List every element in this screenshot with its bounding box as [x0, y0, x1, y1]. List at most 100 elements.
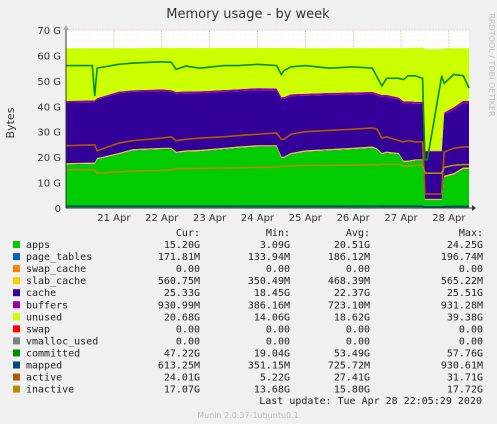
legend-name: mapped: [26, 361, 62, 372]
legend-name: slab_cache: [26, 276, 86, 287]
x-tick-label: 22 Apr: [145, 213, 179, 224]
legend-value-cur: 930.99M: [158, 300, 200, 311]
legend-swatch: [13, 289, 20, 297]
legend-header: Avg:: [346, 228, 370, 239]
y-tick-label: 30 G: [37, 128, 61, 139]
legend-swatch: [13, 265, 20, 273]
legend-row: apps 15.20G 3.09G 20.51G 24.25G: [13, 240, 483, 251]
stacked-areas: [66, 47, 469, 208]
legend-value-min: 3.09G: [260, 240, 290, 251]
line-inactive: [66, 163, 469, 174]
legend-header: Max:: [459, 228, 483, 239]
legend-name: buffers: [26, 300, 68, 311]
legend-row: mapped 613.25M 351.15M 725.72M 930.61M: [13, 361, 483, 372]
legend-header: Cur:: [176, 228, 200, 239]
legend-value-avg: 725.72M: [328, 361, 370, 372]
x-tick-label: 21 Apr: [97, 213, 131, 224]
legend-value-avg: 15.80G: [334, 385, 370, 396]
legend-value-cur: 17.07G: [164, 385, 200, 396]
legend-value-max: 0.00: [459, 336, 483, 347]
legend-value-max: 17.72G: [447, 385, 483, 396]
legend-value-max: 0.00: [459, 264, 483, 275]
x-axis-arrow: [472, 205, 476, 211]
legend-value-avg: 0.00: [346, 264, 370, 275]
legend-name: swap: [26, 324, 50, 335]
y-tick-label: 60 G: [37, 51, 61, 62]
legend-value-cur: 0.00: [176, 324, 200, 335]
legend-row: page_tables 171.81M 133.94M 186.12M 196.74M: [13, 252, 483, 263]
legend-value-cur: 25.33G: [164, 288, 200, 299]
legend: Cur: Min: Avg: Max: apps 15.20G 3.09G 20.51G 24.…: [13, 228, 483, 396]
line-mapped: [66, 205, 469, 208]
x-tick-label: 26 Apr: [337, 213, 371, 224]
legend-row: cache 25.33G 18.45G 22.37G 25.51G: [13, 288, 483, 299]
legend-value-cur: 0.00: [176, 336, 200, 347]
legend-value-min: 13.68G: [254, 385, 290, 396]
legend-swatch: [13, 373, 20, 381]
series-lines: [65, 60, 470, 208]
legend-swatch: [13, 385, 20, 393]
legend-name: swap_cache: [26, 264, 86, 275]
x-tick-label: 25 Apr: [289, 213, 323, 224]
legend-row: swap 0.00 0.00 0.00 0.00: [13, 324, 483, 335]
legend-swatch: [13, 313, 20, 321]
legend-value-avg: 0.00: [346, 336, 370, 347]
x-tick-labels: 21 Apr 22 Apr 23 Apr 24 Apr 25 Apr 26 Apr 27 A…: [97, 213, 466, 224]
legend-value-min: 133.94M: [248, 252, 290, 263]
legend-name: apps: [26, 240, 50, 251]
legend-value-avg: 20.51G: [334, 240, 370, 251]
legend-swatch: [13, 253, 20, 261]
legend-value-min: 5.22G: [260, 373, 290, 384]
legend-row: committed 47.22G 19.04G 53.49G 57.76G: [13, 348, 483, 359]
legend-name: page_tables: [26, 252, 92, 263]
x-tick-label: 27 Apr: [384, 213, 418, 224]
legend-value-min: 351.15M: [248, 361, 290, 372]
legend-swatch: [13, 349, 20, 357]
legend-value-cur: 560.75M: [158, 276, 200, 287]
legend-swatch: [13, 241, 20, 248]
rrdtool-side-label: RRDTOOL / TOBI OETIKER: [487, 13, 496, 116]
legend-value-min: 18.45G: [254, 288, 290, 299]
legend-value-cur: 171.81M: [158, 252, 200, 263]
legend-row: inactive 17.07G 13.68G 15.80G 17.72G: [13, 385, 483, 396]
legend-value-cur: 613.25M: [158, 361, 200, 372]
legend-name: vmalloc_used: [26, 336, 98, 347]
legend-value-max: 39.38G: [447, 312, 483, 323]
legend-value-min: 14.06G: [254, 312, 290, 323]
line-active: [65, 127, 469, 195]
legend-name: active: [26, 373, 62, 384]
legend-value-max: 196.74M: [441, 252, 483, 263]
area-unused: [66, 47, 469, 151]
y-axis-arrow: [63, 25, 69, 30]
legend-value-max: 31.71G: [447, 373, 483, 384]
y-tick-label: 50 G: [37, 77, 61, 88]
legend-value-cur: 24.01G: [164, 373, 200, 384]
legend-value-cur: 47.22G: [164, 348, 200, 359]
x-tick-label: 23 Apr: [193, 213, 227, 224]
legend-name: cache: [26, 288, 56, 299]
legend-value-avg: 723.10M: [328, 300, 370, 311]
legend-value-min: 0.00: [266, 324, 290, 335]
legend-swatch: [13, 325, 20, 333]
legend-value-cur: 20.68G: [164, 312, 200, 323]
legend-name: inactive: [26, 385, 74, 396]
legend-value-max: 0.00: [459, 324, 483, 335]
legend-name: committed: [26, 348, 80, 359]
legend-row: buffers 930.99M 386.16M 723.10M 931.28M: [13, 300, 483, 311]
legend-row: vmalloc_used 0.00 0.00 0.00 0.00: [13, 336, 483, 347]
legend-value-cur: 0.00: [176, 264, 200, 275]
legend-value-max: 930.61M: [441, 361, 483, 372]
legend-value-avg: 468.39M: [328, 276, 370, 287]
x-tick-label: 28 Apr: [432, 213, 466, 224]
x-tick-label: 24 Apr: [241, 213, 275, 224]
munin-version: Munin 2.0.37-1ubuntu0.1: [197, 411, 299, 420]
legend-value-max: 931.28M: [441, 300, 483, 311]
legend-value-avg: 0.00: [346, 324, 370, 335]
legend-row: active 24.01G 5.22G 27.41G 31.71G: [13, 373, 483, 384]
y-tick-label: 0: [55, 204, 61, 215]
y-tick-label: 10 G: [37, 179, 61, 190]
legend-header: Min:: [266, 228, 290, 239]
last-update: Last update: Tue Apr 28 22:05:29 2020: [259, 396, 482, 407]
y-tick-labels: 0 10 G 20 G 30 G 40 G 50 G 60 G 70 G: [37, 26, 61, 215]
